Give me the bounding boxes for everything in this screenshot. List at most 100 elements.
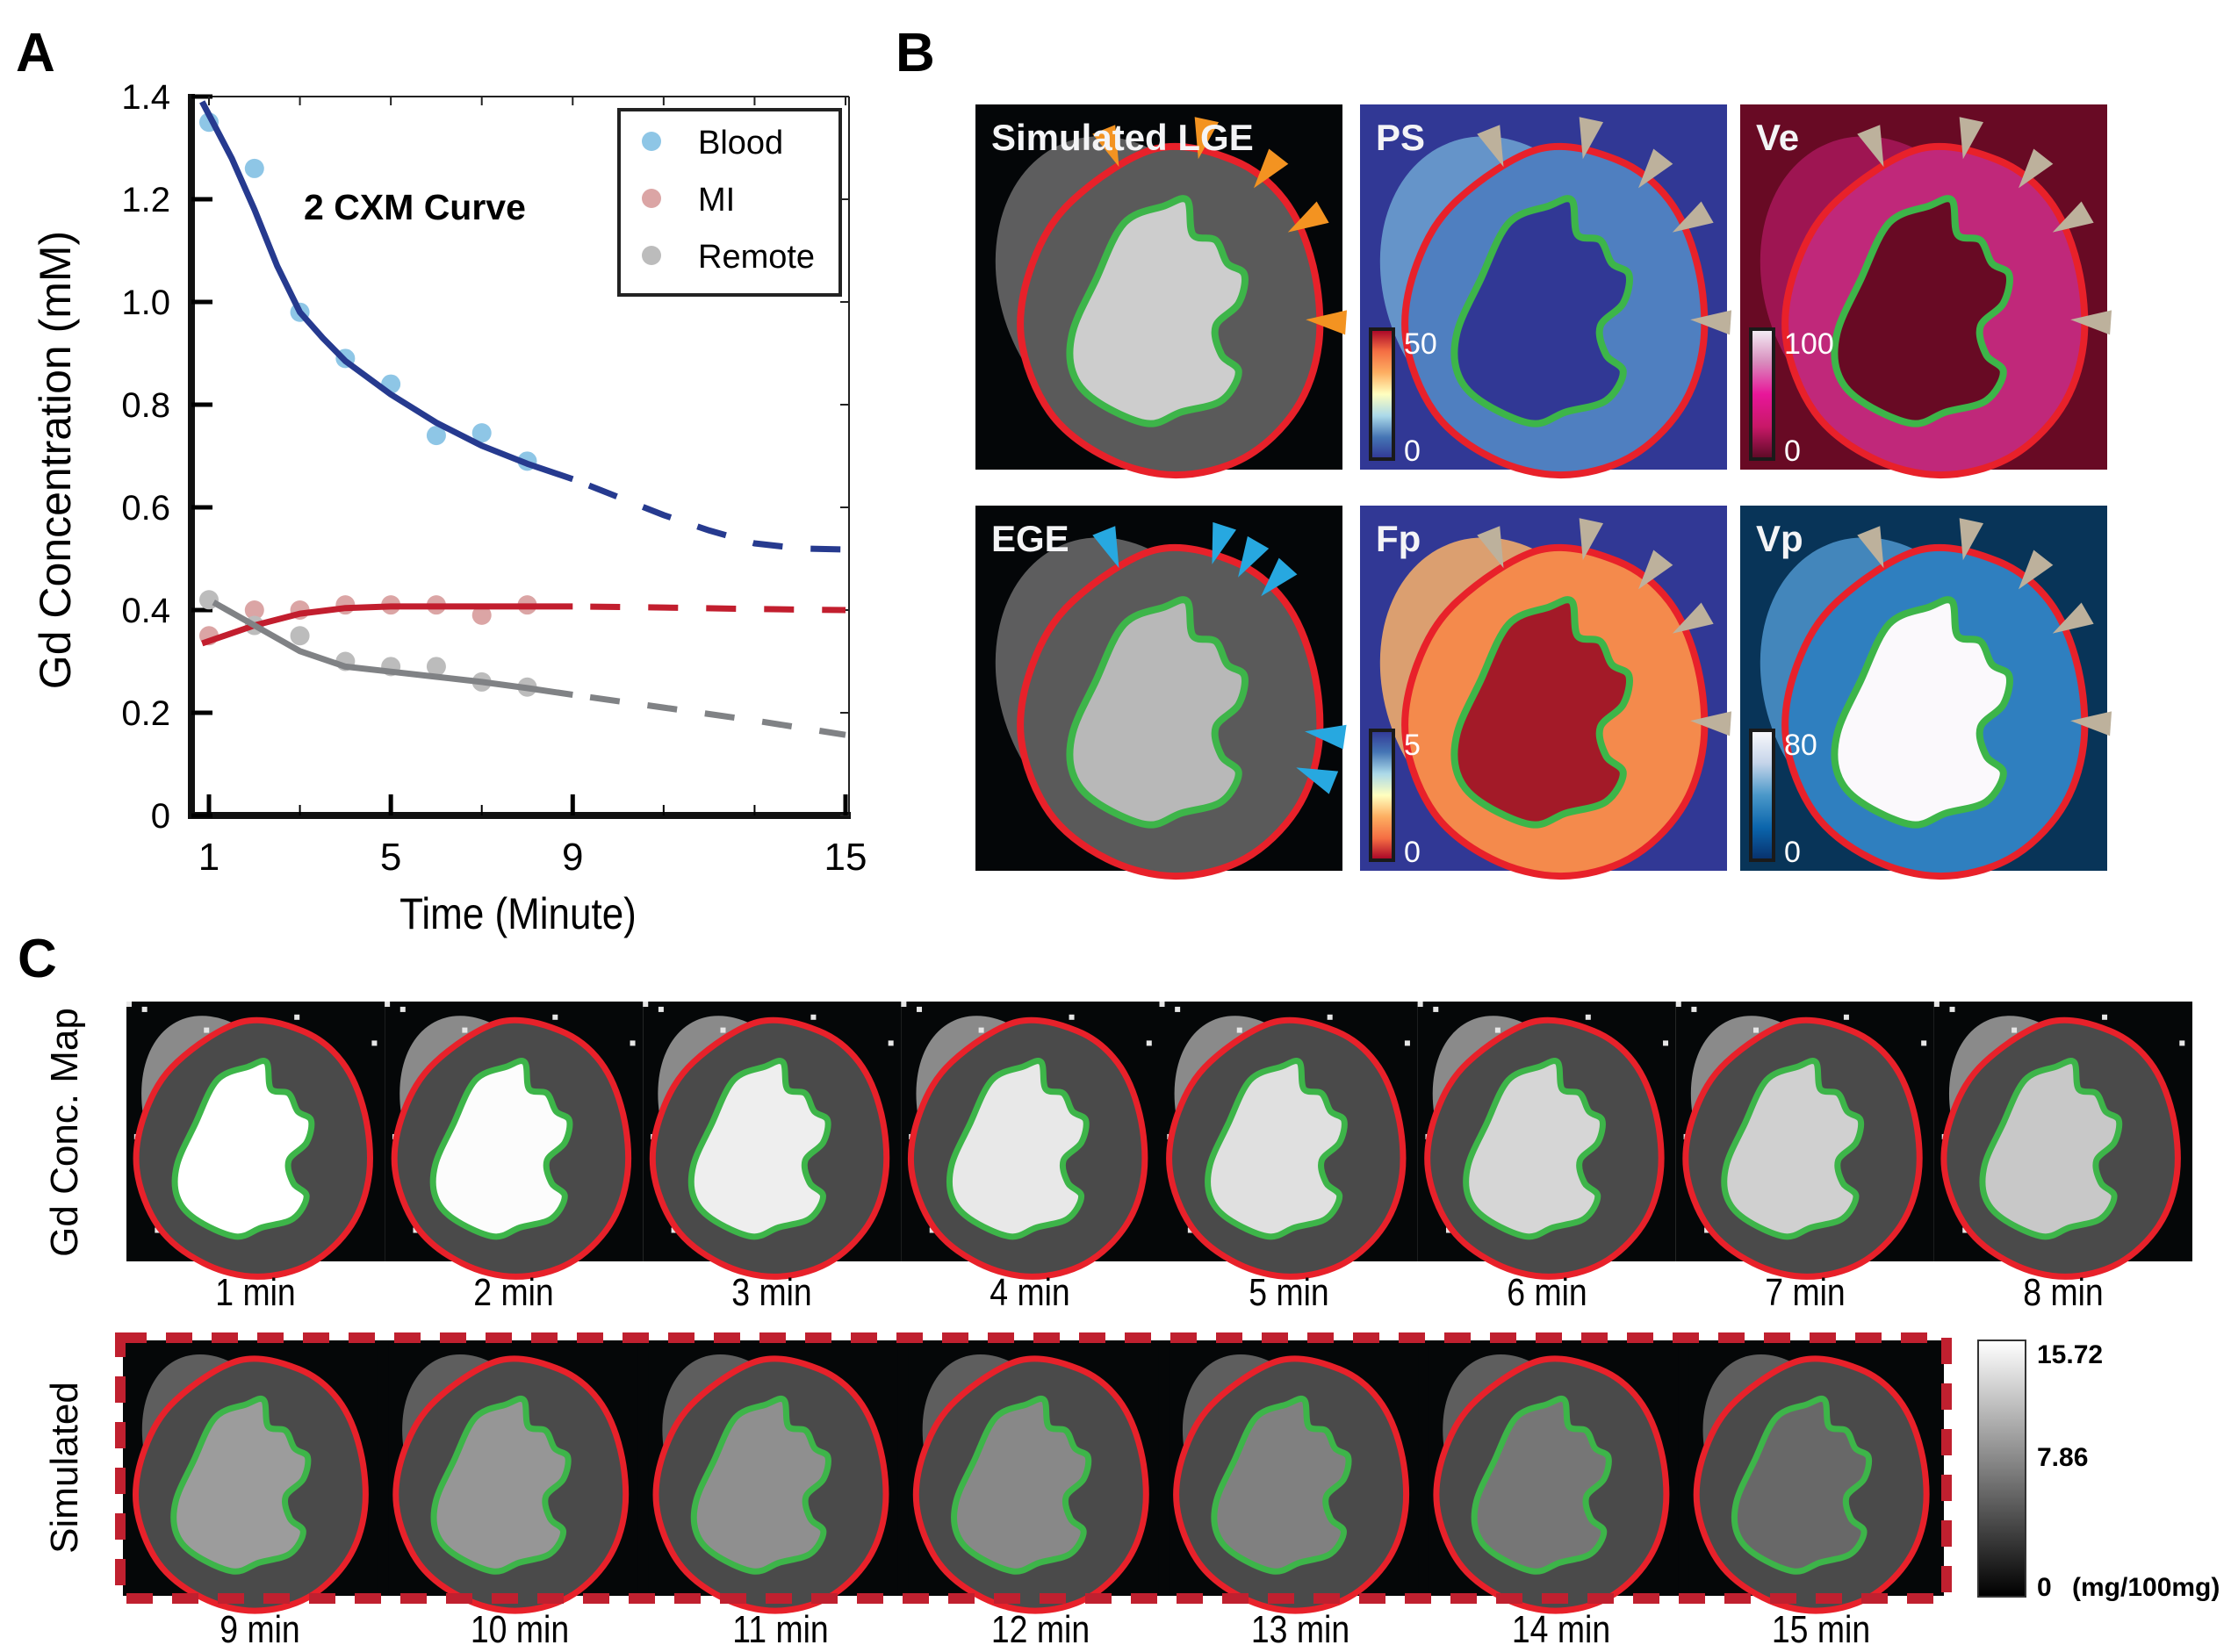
epicardial-contour bbox=[1017, 543, 1324, 880]
gd-map-tile bbox=[901, 1002, 1160, 1280]
colorbar-max-label: 100 bbox=[1784, 327, 1834, 361]
colorbar-max-label: 80 bbox=[1784, 729, 1817, 762]
epicardial-contour bbox=[1401, 142, 1709, 479]
blood-pool bbox=[954, 1398, 1089, 1572]
time-label: 3 min bbox=[731, 1271, 813, 1314]
arrowhead-icon bbox=[1672, 602, 1714, 634]
time-label: 8 min bbox=[2023, 1271, 2104, 1314]
map-title: Fp bbox=[1376, 518, 1421, 559]
noise-speck bbox=[126, 1002, 132, 1007]
colorbar-mid-label: 7.86 bbox=[2037, 1443, 2088, 1472]
endocardial-contour bbox=[951, 1395, 1092, 1575]
simulated-tile bbox=[1169, 1340, 1419, 1614]
arrowhead-icon bbox=[1579, 518, 1604, 561]
colorbar-bar bbox=[1977, 1340, 2026, 1598]
noise-speck bbox=[204, 1027, 210, 1033]
map-tile-simulated_lge: Simulated LGE bbox=[975, 104, 1348, 479]
simulated-tile bbox=[1688, 1340, 1939, 1614]
arrowhead-icon bbox=[1959, 518, 1984, 561]
noise-speck bbox=[720, 1027, 726, 1033]
data-point-blood bbox=[426, 426, 446, 446]
noise-speck bbox=[1843, 1014, 1849, 1020]
endocardial-contour bbox=[1463, 1058, 1606, 1240]
noise-speck bbox=[371, 1040, 378, 1046]
map-title: PS bbox=[1376, 117, 1425, 158]
map-title: EGE bbox=[991, 518, 1069, 559]
noise-speck bbox=[1752, 1027, 1759, 1033]
time-label: 7 min bbox=[1765, 1271, 1846, 1314]
y-tick-label: 1.4 bbox=[121, 78, 170, 117]
gd-map-tile bbox=[1159, 1002, 1418, 1280]
time-label: 5 min bbox=[1248, 1271, 1329, 1314]
data-point-remote bbox=[290, 626, 310, 646]
arrowhead-icon bbox=[1092, 526, 1119, 569]
arrowhead-icon bbox=[2070, 310, 2112, 335]
simulated-tile bbox=[648, 1340, 898, 1614]
blood-pool bbox=[434, 1398, 569, 1572]
endocardial-contour bbox=[1211, 1395, 1352, 1575]
endocardial-contour bbox=[430, 1395, 572, 1575]
epicardial-contour bbox=[1401, 543, 1709, 880]
fit-line-blood bbox=[199, 100, 574, 483]
x-tick-label: 15 bbox=[824, 836, 867, 879]
data-point-mi bbox=[244, 600, 264, 620]
time-label: 10 min bbox=[471, 1608, 570, 1651]
data-point-blood bbox=[244, 158, 264, 178]
blood-pool bbox=[1069, 600, 1245, 825]
endocardial-contour bbox=[1450, 195, 1633, 427]
noise-speck bbox=[901, 1002, 907, 1007]
endocardial-contour bbox=[429, 1058, 573, 1240]
arrowhead-icon bbox=[1287, 201, 1329, 233]
arrowhead-icon bbox=[2052, 201, 2094, 233]
colorbar-min-label: 0 bbox=[2037, 1573, 2052, 1602]
data-point-remote bbox=[426, 657, 446, 677]
arrowhead-icon bbox=[1857, 526, 1884, 569]
map-tile-ps: PS 50 0 bbox=[1360, 104, 1732, 479]
endocardial-contour bbox=[690, 1395, 831, 1575]
legend-label-remote: Remote bbox=[698, 239, 815, 276]
gd-colorbar: 15.72 7.86 0 (mg/100mg) bbox=[1977, 1340, 2220, 1602]
noise-speck bbox=[1175, 1006, 1181, 1012]
noise-speck bbox=[1585, 1014, 1591, 1020]
panel-letter-a: A bbox=[16, 23, 55, 83]
noise-speck bbox=[1069, 1014, 1075, 1020]
gd-map-tile bbox=[643, 1002, 902, 1280]
projection-line-remote bbox=[572, 692, 846, 738]
colorbar-vp bbox=[1749, 729, 1775, 862]
map-tile-ve: Ve 100 0 bbox=[1740, 104, 2112, 479]
colorbar-max-label: 50 bbox=[1404, 327, 1437, 361]
projection-line-blood bbox=[572, 476, 846, 553]
endocardial-contour bbox=[1831, 596, 2013, 829]
blood-pool bbox=[1465, 1060, 1603, 1237]
map-title: Ve bbox=[1756, 117, 1799, 158]
epicardial-contour bbox=[1017, 142, 1324, 479]
noise-speck bbox=[1433, 1006, 1439, 1012]
blood-pool bbox=[949, 1060, 1087, 1237]
blood-pool bbox=[1474, 1398, 1609, 1572]
blood-pool bbox=[1834, 600, 2010, 825]
noise-speck bbox=[141, 1006, 148, 1012]
colorbar-unit-label: (mg/100mg) bbox=[2072, 1573, 2220, 1602]
arrowhead-icon bbox=[1637, 148, 1673, 189]
time-label: 4 min bbox=[990, 1271, 1071, 1314]
time-label: 2 min bbox=[473, 1271, 554, 1314]
panel-letter-b: B bbox=[896, 23, 935, 83]
fit-line-remote bbox=[212, 600, 573, 698]
epicardial-contour bbox=[1781, 142, 2089, 479]
epicardial-contour bbox=[391, 1016, 632, 1280]
noise-speck bbox=[810, 1014, 817, 1020]
blood-pool bbox=[1207, 1060, 1345, 1237]
noise-speck bbox=[1691, 1006, 1697, 1012]
epicardial-contour bbox=[133, 1016, 373, 1280]
gd-map-tile bbox=[1933, 1002, 2192, 1280]
endocardial-contour bbox=[946, 1058, 1090, 1240]
map-tile-fp: Fp 5 0 bbox=[1360, 506, 1732, 880]
noise-speck bbox=[1236, 1027, 1242, 1033]
endocardial-contour bbox=[1979, 1058, 2123, 1240]
y-tick-label: 0.6 bbox=[121, 489, 170, 528]
noise-speck bbox=[1327, 1014, 1333, 1020]
blood-pool bbox=[1454, 198, 1630, 424]
map-title: Simulated LGE bbox=[991, 117, 1254, 158]
